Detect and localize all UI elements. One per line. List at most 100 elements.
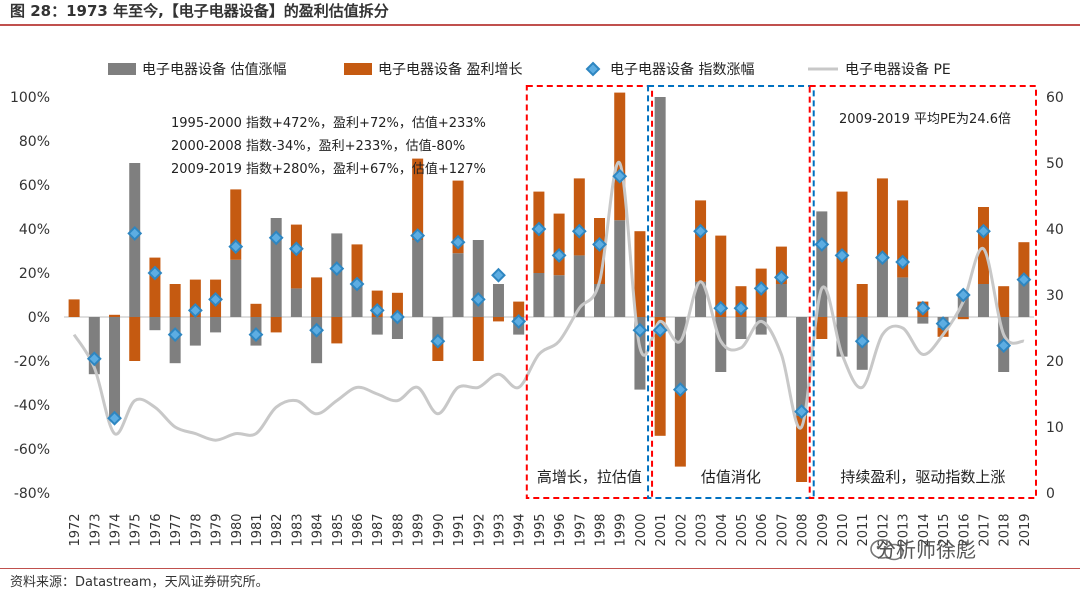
earnings-bar [553,213,565,276]
x-tick-label: 1987 [371,513,386,546]
valuation-bar [917,317,929,324]
x-tick-label: 1988 [391,513,406,546]
earnings-bar [492,317,504,322]
earnings-bar [513,301,525,317]
index-point [127,225,143,241]
earnings-bar [452,180,464,254]
x-tick-label: 2007 [775,513,790,546]
x-tick-label: 2010 [836,513,851,546]
valuation-bar [311,317,323,364]
index-point [248,327,264,343]
valuation-bar [735,317,747,339]
valuation-bar [876,259,888,317]
x-tick-label: 2011 [856,513,871,546]
highlight-box [808,85,1037,499]
index-point [369,302,385,318]
valuation-bar [674,317,686,392]
y-left-tick-label: 80% [19,134,50,150]
earnings-bar [634,231,646,317]
legend-label-index: 电子电器设备 指数涨幅 [610,61,754,78]
x-tick-label: 1990 [432,513,447,546]
earnings-bar [856,284,868,317]
y-right-tick-label: 30 [1046,288,1064,304]
y-left-tick-label: 40% [19,222,50,238]
index-point [309,322,325,338]
index-point [713,300,729,316]
x-tick-label: 2008 [796,513,811,546]
x-tick-label: 2018 [998,513,1013,546]
index-point [228,239,244,255]
valuation-bar [594,284,606,317]
x-tick-label: 1973 [88,513,103,546]
index-point [915,300,931,316]
valuation-bar [189,317,201,346]
x-tick-label: 1999 [614,513,629,546]
pe-line [72,161,1025,442]
earnings-bar [654,317,666,436]
x-tick-label: 2006 [755,513,770,546]
y-right-tick-label: 50 [1046,156,1064,172]
valuation-bar [371,317,383,335]
earnings-bar [149,257,161,317]
earnings-bar [715,235,727,317]
valuation-bar [149,317,161,331]
x-tick-label: 2004 [715,513,730,546]
x-tick-label: 1998 [594,513,609,546]
index-point [753,280,769,296]
y-left-tick-label: 20% [19,266,50,282]
y-left-tick-label: -80% [14,486,50,502]
valuation-bar [836,317,848,357]
earnings-bar [311,277,323,317]
index-point [612,168,628,184]
index-point [288,241,304,257]
earnings-bar [876,178,888,260]
earnings-bar [897,200,909,278]
index-point [632,322,648,338]
x-tick-label: 2012 [876,513,891,546]
x-tick-label: 2015 [937,513,952,546]
index-point [511,313,527,329]
valuation-bar [695,281,707,317]
earnings-bar [614,92,626,221]
x-tick-label: 1974 [109,513,124,546]
y-right-tick-label: 0 [1046,486,1055,502]
y-left-tick-label: 0% [28,310,50,326]
index-point [450,234,466,250]
index-point [430,333,446,349]
index-point [834,247,850,263]
x-tick-label: 1994 [513,513,528,546]
index-point [390,309,405,325]
x-tick-label: 2013 [897,513,912,546]
index-point [571,223,587,239]
valuation-bar [109,317,121,419]
earnings-bar [573,178,585,256]
top-rule [0,24,1080,26]
y-right-tick-label: 20 [1046,354,1064,370]
index-point [410,228,426,244]
valuation-bar [977,284,989,317]
x-tick-label: 1975 [129,513,144,546]
index-point [268,230,284,246]
valuation-bar [210,317,222,333]
index-point [996,338,1012,354]
x-tick-label: 1989 [412,513,427,546]
x-tick-label: 1981 [250,513,265,546]
earnings-bar [189,279,201,317]
x-tick-label: 1978 [189,513,204,546]
earnings-bar [695,200,707,282]
valuation-bar [391,317,403,339]
x-tick-label: 1986 [351,513,366,546]
chart: -80% -60% -40% -20% 0% 20% 40% 60% 80% 100% 0 10 20 3… [10,61,1064,547]
earnings-bar [977,207,989,284]
highlight-box [647,85,815,499]
earnings-bar [1018,242,1030,282]
legend-label-earnings: 电子电器设备 盈利增长 [378,61,522,78]
valuation-bar [472,240,484,317]
earnings-bar [472,317,484,361]
valuation-bar [654,97,666,317]
valuation-bar [897,277,909,317]
x-tick-label: 1984 [311,513,326,546]
valuation-bar [492,284,504,317]
index-point [551,247,567,263]
earnings-bar [816,317,828,339]
